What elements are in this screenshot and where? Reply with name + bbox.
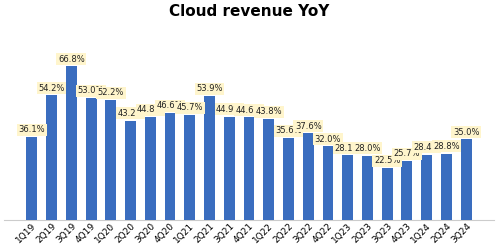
Bar [263, 119, 274, 220]
Bar [106, 100, 116, 220]
Bar [224, 117, 235, 220]
Text: 52.2%: 52.2% [98, 88, 124, 97]
Text: 32.0%: 32.0% [315, 134, 341, 144]
Bar [26, 137, 37, 220]
Text: 36.1%: 36.1% [18, 125, 45, 134]
Text: 44.9%: 44.9% [216, 105, 243, 114]
Bar [244, 117, 254, 220]
Text: 28.8%: 28.8% [433, 142, 460, 151]
Bar [66, 66, 77, 220]
Bar [362, 156, 373, 220]
Text: 43.2%: 43.2% [118, 109, 144, 118]
Text: 28.4%: 28.4% [413, 143, 440, 152]
Bar [303, 133, 314, 220]
Text: 45.7%: 45.7% [176, 103, 203, 112]
Bar [342, 155, 353, 220]
Text: 28.0%: 28.0% [354, 144, 380, 153]
Bar [441, 154, 452, 220]
Bar [461, 139, 472, 220]
Bar [401, 161, 412, 220]
Text: 66.8%: 66.8% [58, 55, 85, 63]
Text: 44.6%: 44.6% [236, 106, 262, 115]
Text: 25.7%: 25.7% [394, 149, 420, 158]
Text: 43.8%: 43.8% [255, 108, 282, 117]
Bar [145, 117, 156, 220]
Bar [184, 115, 195, 220]
Text: 44.8%: 44.8% [137, 105, 163, 114]
Text: 53.9%: 53.9% [196, 84, 223, 93]
Text: 53.0%: 53.0% [78, 86, 104, 95]
Text: 35.0%: 35.0% [453, 128, 480, 137]
Bar [382, 168, 392, 220]
Bar [86, 98, 97, 220]
Bar [421, 155, 432, 220]
Title: Cloud revenue YoY: Cloud revenue YoY [169, 4, 329, 19]
Text: 37.6%: 37.6% [295, 122, 322, 131]
Bar [125, 121, 136, 220]
Bar [46, 95, 57, 220]
Bar [283, 138, 294, 220]
Bar [165, 113, 175, 220]
Bar [204, 96, 215, 220]
Text: 46.6%: 46.6% [157, 101, 183, 110]
Text: 22.5%: 22.5% [374, 156, 400, 165]
Text: 28.1%: 28.1% [335, 143, 361, 153]
Bar [323, 146, 333, 220]
Text: 35.6%: 35.6% [275, 126, 302, 135]
Text: 54.2%: 54.2% [38, 83, 65, 93]
